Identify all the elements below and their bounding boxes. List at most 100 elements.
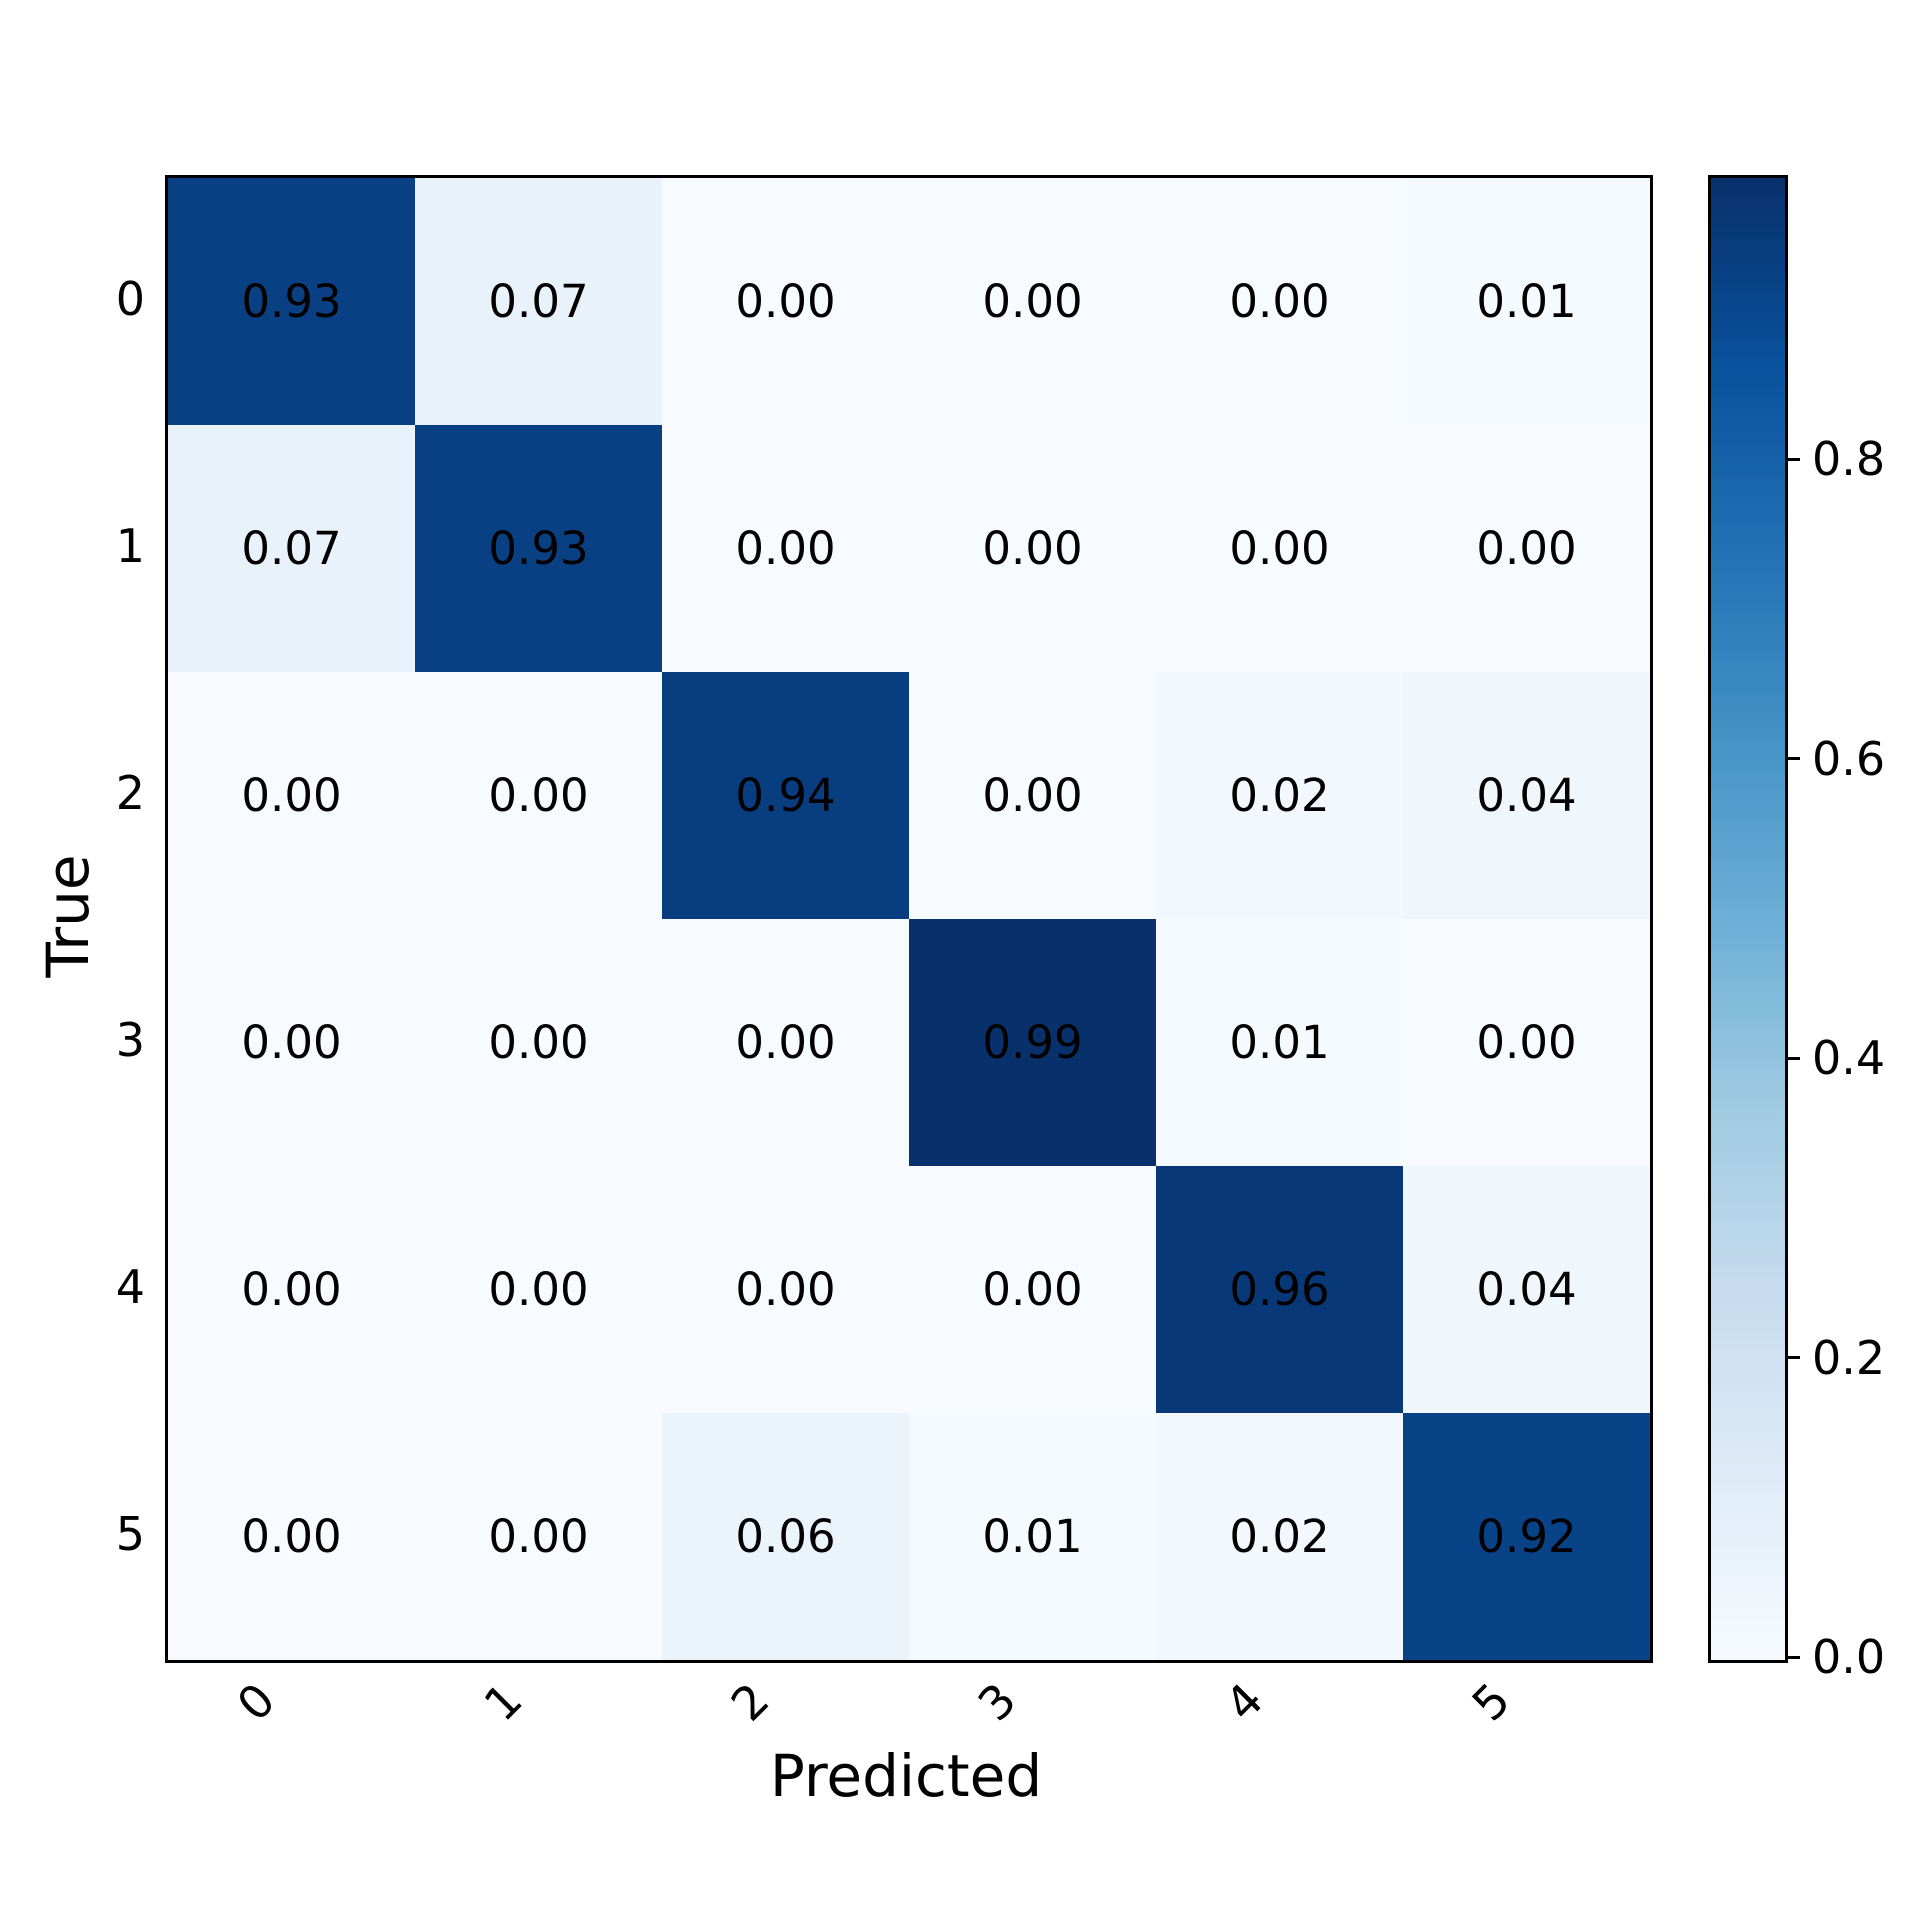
- y-tick-label-4: 4: [115, 1259, 145, 1314]
- cell-value: 0.00: [982, 769, 1083, 822]
- y-tick-label-2: 2: [115, 765, 145, 820]
- cell-value: 0.00: [735, 275, 836, 328]
- matrix-cell-r0c5: 0.01: [1403, 178, 1650, 425]
- cell-value: 0.01: [1476, 275, 1577, 328]
- cell-value: 0.00: [1229, 522, 1330, 575]
- matrix-cell-r0c2: 0.00: [662, 178, 909, 425]
- matrix-cell-r1c5: 0.00: [1403, 425, 1650, 672]
- cell-value: 0.00: [1476, 522, 1577, 575]
- x-tick-label-4: 4: [1214, 1672, 1273, 1732]
- matrix-cell-r4c2: 0.00: [662, 1166, 909, 1413]
- matrix-cell-r0c0: 0.93: [168, 178, 415, 425]
- cell-value: 0.00: [488, 1263, 589, 1316]
- matrix-cell-r4c3: 0.00: [909, 1166, 1156, 1413]
- cell-value: 0.04: [1476, 769, 1577, 822]
- cell-value: 0.04: [1476, 1263, 1577, 1316]
- y-tick-label-1: 1: [115, 518, 145, 573]
- cell-value: 0.00: [488, 769, 589, 822]
- y-tick-label-5: 5: [115, 1506, 145, 1561]
- plot-area: 0.93 0.07 0.00 0.00 0.00 0.01 0.07 0.93 0.00 0.00…: [165, 175, 1653, 1663]
- colorbar-tick-label-0.2: 0.2: [1812, 1330, 1886, 1385]
- matrix-cell-r5c5: 0.92: [1403, 1413, 1650, 1660]
- colorbar-tick-mark: [1785, 1655, 1800, 1659]
- matrix-cell-r0c3: 0.00: [909, 178, 1156, 425]
- cell-value: 0.00: [1476, 1016, 1577, 1069]
- cell-value: 0.06: [735, 1510, 836, 1563]
- colorbar-gradient: [1711, 178, 1785, 1660]
- cell-value: 0.93: [488, 522, 589, 575]
- x-tick-label-0: 0: [226, 1672, 285, 1732]
- matrix-cell-r3c2: 0.00: [662, 919, 909, 1166]
- matrix-cell-r1c3: 0.00: [909, 425, 1156, 672]
- matrix-cell-r5c0: 0.00: [168, 1413, 415, 1660]
- cell-value: 0.00: [982, 522, 1083, 575]
- matrix-cell-r5c1: 0.00: [415, 1413, 662, 1660]
- cell-value: 0.00: [241, 1263, 342, 1316]
- matrix-cell-r1c4: 0.00: [1156, 425, 1403, 672]
- matrix-cell-r4c0: 0.00: [168, 1166, 415, 1413]
- colorbar: [1708, 175, 1788, 1663]
- colorbar-tick-mark: [1785, 1056, 1800, 1060]
- matrix-cell-r2c1: 0.00: [415, 672, 662, 919]
- cell-value: 0.00: [241, 1016, 342, 1069]
- cell-value: 0.00: [982, 1263, 1083, 1316]
- cell-value: 0.93: [241, 275, 342, 328]
- matrix-cell-r2c2: 0.94: [662, 672, 909, 919]
- matrix-cell-r1c0: 0.07: [168, 425, 415, 672]
- matrix-cell-r4c5: 0.04: [1403, 1166, 1650, 1413]
- matrix-cell-r3c0: 0.00: [168, 919, 415, 1166]
- colorbar-tick-label-0.0: 0.0: [1812, 1630, 1886, 1684]
- matrix-cell-r5c2: 0.06: [662, 1413, 909, 1660]
- matrix-cell-r1c2: 0.00: [662, 425, 909, 672]
- matrix-cell-r3c5: 0.00: [1403, 919, 1650, 1166]
- matrix-cell-r5c4: 0.02: [1156, 1413, 1403, 1660]
- colorbar-tick-label-0.6: 0.6: [1812, 731, 1886, 786]
- cell-value: 0.07: [241, 522, 342, 575]
- matrix-cell-r4c4: 0.96: [1156, 1166, 1403, 1413]
- matrix-cell-r2c4: 0.02: [1156, 672, 1403, 919]
- cell-value: 0.00: [1229, 275, 1330, 328]
- x-tick-label-3: 3: [967, 1672, 1026, 1732]
- heatmap-matrix: 0.93 0.07 0.00 0.00 0.00 0.01 0.07 0.93 0.00 0.00…: [168, 178, 1650, 1660]
- cell-value: 0.99: [982, 1016, 1083, 1069]
- cell-value: 0.02: [1229, 1510, 1330, 1563]
- cell-value: 0.00: [241, 1510, 342, 1563]
- colorbar-tick-mark: [1785, 1356, 1800, 1360]
- colorbar-tick-mark: [1785, 457, 1800, 461]
- cell-value: 0.02: [1229, 769, 1330, 822]
- matrix-cell-r5c3: 0.01: [909, 1413, 1156, 1660]
- cell-value: 0.00: [488, 1016, 589, 1069]
- matrix-cell-r4c1: 0.00: [415, 1166, 662, 1413]
- matrix-cell-r0c1: 0.07: [415, 178, 662, 425]
- cell-value: 0.01: [982, 1510, 1083, 1563]
- y-axis-title: True: [34, 854, 102, 978]
- x-tick-label-2: 2: [720, 1672, 779, 1732]
- matrix-cell-r2c3: 0.00: [909, 672, 1156, 919]
- colorbar-tick-label-0.4: 0.4: [1812, 1031, 1886, 1086]
- x-tick-label-1: 1: [473, 1672, 532, 1732]
- cell-value: 0.00: [735, 522, 836, 575]
- matrix-cell-r2c5: 0.04: [1403, 672, 1650, 919]
- cell-value: 0.00: [735, 1016, 836, 1069]
- y-tick-label-3: 3: [115, 1012, 145, 1067]
- matrix-cell-r0c4: 0.00: [1156, 178, 1403, 425]
- cell-value: 0.94: [735, 769, 836, 822]
- x-tick-label-5: 5: [1461, 1672, 1520, 1732]
- matrix-cell-r3c4: 0.01: [1156, 919, 1403, 1166]
- cell-value: 0.00: [982, 275, 1083, 328]
- y-tick-label-0: 0: [115, 271, 145, 326]
- x-axis-title: Predicted: [769, 1742, 1043, 1810]
- matrix-cell-r3c3: 0.99: [909, 919, 1156, 1166]
- cell-value: 0.92: [1476, 1510, 1577, 1563]
- matrix-cell-r1c1: 0.93: [415, 425, 662, 672]
- colorbar-tick-mark: [1785, 757, 1800, 761]
- matrix-cell-r2c0: 0.00: [168, 672, 415, 919]
- cell-value: 0.07: [488, 275, 589, 328]
- cell-value: 0.00: [488, 1510, 589, 1563]
- cell-value: 0.96: [1229, 1263, 1330, 1316]
- matrix-cell-r3c1: 0.00: [415, 919, 662, 1166]
- cell-value: 0.00: [735, 1263, 836, 1316]
- colorbar-tick-label-0.8: 0.8: [1812, 432, 1886, 487]
- cell-value: 0.00: [241, 769, 342, 822]
